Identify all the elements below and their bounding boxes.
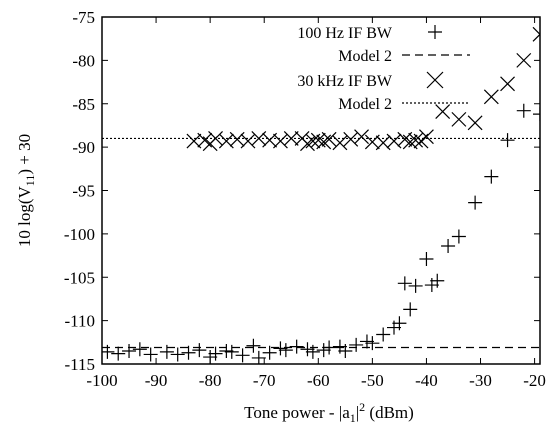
plus-marker — [143, 347, 158, 362]
plus-marker — [246, 338, 261, 353]
plus-marker — [235, 348, 250, 363]
plus-marker — [289, 339, 304, 354]
plus-marker — [262, 345, 277, 360]
cross-marker — [419, 129, 434, 145]
y-tick-label: -105 — [64, 268, 95, 287]
plus-marker — [111, 346, 126, 361]
x-tick-label: -70 — [253, 371, 276, 390]
y-tick-label: -95 — [72, 182, 95, 201]
plot-frame — [101, 16, 541, 365]
legend-label: 30 kHz IF BW — [297, 73, 393, 90]
plus-marker — [500, 133, 515, 148]
plus-marker — [192, 343, 207, 358]
x-tick-label: -50 — [361, 371, 384, 390]
y-tick-label: -85 — [72, 95, 95, 114]
cross-marker — [500, 76, 515, 92]
plus-marker — [428, 25, 442, 39]
legend: 100 Hz IF BW Model 2 30 kHz IF BW Model 2 — [297, 25, 470, 113]
cross-marker — [408, 132, 424, 148]
plus-marker — [376, 327, 391, 342]
cross-marker — [516, 52, 532, 68]
cross-marker — [273, 133, 288, 149]
plus-marker — [159, 344, 174, 359]
plus-marker — [273, 341, 288, 356]
data-marks — [102, 26, 540, 364]
y-tick-label: -100 — [64, 225, 95, 244]
cross-marker — [240, 133, 256, 149]
plus-marker — [338, 343, 353, 358]
plus-marker — [441, 239, 456, 254]
y-tick-label: -75 — [72, 8, 95, 27]
cross-marker — [426, 71, 444, 89]
cross-marker — [532, 26, 540, 42]
cross-marker — [435, 104, 451, 119]
plus-marker — [224, 344, 239, 359]
plus-marker — [365, 336, 380, 351]
plus-marker — [533, 107, 540, 122]
x-axis-label: Tone power - |a1|2 (dBm) — [244, 400, 414, 425]
y-tick-label: -110 — [64, 312, 95, 331]
plus-marker — [468, 195, 483, 210]
y-tick-label: -80 — [72, 51, 95, 70]
plus-marker — [516, 103, 531, 118]
x-tick-label: -20 — [523, 371, 546, 390]
axis-ticks — [101, 16, 540, 365]
cross-marker — [354, 129, 369, 145]
plus-marker — [132, 342, 147, 357]
plus-marker — [408, 278, 423, 293]
x-tick-label: -100 — [86, 371, 117, 390]
y-axis-label: 10 log(V11) + 30 — [15, 134, 37, 247]
plus-marker — [219, 343, 234, 358]
cross-marker — [316, 134, 332, 150]
plus-marker — [392, 316, 407, 331]
x-tick-label: -90 — [145, 371, 168, 390]
cross-marker — [321, 131, 337, 147]
y-tick-label: -90 — [72, 138, 95, 157]
x-tick-label: -30 — [469, 371, 492, 390]
plus-marker — [278, 343, 293, 358]
x-tick-label: -40 — [415, 371, 438, 390]
cross-marker — [467, 115, 483, 131]
plus-marker — [397, 276, 412, 291]
plus-marker — [419, 252, 434, 267]
plus-marker — [122, 343, 137, 358]
cross-marker — [483, 89, 499, 105]
plus-marker — [203, 350, 218, 364]
legend-label: Model 2 — [338, 48, 392, 65]
legend-label: 100 Hz IF BW — [297, 25, 393, 42]
plus-marker — [430, 273, 445, 288]
plus-marker — [451, 229, 466, 244]
axis-labels: -100 -90 -80 -70 -60 -50 -40 -30 -20 -75 -80 -85 -90… — [15, 8, 546, 425]
plus-marker — [484, 169, 499, 184]
cross-marker — [343, 131, 359, 147]
cross-marker — [451, 111, 467, 127]
plus-marker — [349, 337, 364, 352]
series-0 — [102, 103, 540, 364]
plus-marker — [300, 342, 315, 357]
plus-marker — [403, 302, 418, 317]
plus-marker — [316, 343, 331, 358]
plus-marker — [181, 345, 196, 360]
plus-marker — [359, 334, 374, 349]
x-tick-label: -60 — [307, 371, 330, 390]
legend-label: Model 2 — [338, 96, 392, 113]
x-tick-label: -80 — [199, 371, 222, 390]
y-tick-label: -115 — [64, 355, 95, 374]
plus-marker — [208, 346, 223, 361]
plus-marker — [170, 347, 185, 362]
plus-marker — [251, 350, 266, 364]
